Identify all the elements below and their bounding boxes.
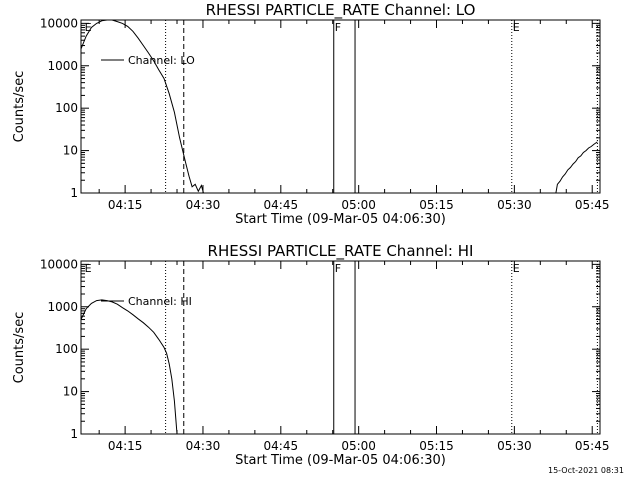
event-marker-label: E xyxy=(85,21,92,34)
series-line-segment-1 xyxy=(80,299,178,435)
x-tick-label: 05:00 xyxy=(341,198,376,212)
y-tick-label: 10 xyxy=(63,144,78,158)
y-axis-label: Counts/sec xyxy=(12,312,27,384)
x-tick-label: 04:15 xyxy=(108,198,143,212)
plot-frame xyxy=(80,260,601,435)
footer-timestamp: 15-Oct-2021 08:31 xyxy=(548,466,624,475)
y-tick-label: 10 xyxy=(63,385,78,399)
series-line-segment-2 xyxy=(555,141,598,194)
y-tick-label: 1000 xyxy=(47,300,78,314)
x-tick-label: 04:15 xyxy=(108,439,143,453)
x-tick-label: 04:45 xyxy=(264,439,299,453)
y-tick-label: 1 xyxy=(70,186,78,200)
chart-panel-2: RHESSI PARTICLE_RATE Channel: HI 1 10 100 10… xyxy=(12,242,610,468)
x-tick-label: 04:30 xyxy=(186,198,221,212)
y-tick-label: 100 xyxy=(55,342,78,356)
y-tick-label: 10000 xyxy=(40,16,78,30)
x-tick-label: 05:30 xyxy=(497,198,532,212)
y-tick-label: 1 xyxy=(70,427,78,441)
event-marker-label: E xyxy=(513,21,520,34)
x-tick-label: 05:30 xyxy=(497,439,532,453)
series-line-segment-1 xyxy=(80,19,204,194)
x-tick-label: 05:15 xyxy=(419,198,454,212)
x-axis-label: Start Time (09-Mar-05 04:06:30) xyxy=(235,212,446,227)
y-tick-label: 1000 xyxy=(47,59,78,73)
y-tick-label: 100 xyxy=(55,101,78,115)
event-marker-label: F xyxy=(335,262,341,275)
x-tick-label: 05:45 xyxy=(575,439,610,453)
x-tick-label: 04:45 xyxy=(264,198,299,212)
event-marker-label: F xyxy=(335,21,341,34)
plot-frame xyxy=(80,19,601,194)
legend-label: Channel: HI xyxy=(128,295,192,308)
chart-title: RHESSI PARTICLE_RATE Channel: HI xyxy=(208,242,474,261)
x-tick-label: 05:45 xyxy=(575,198,610,212)
chart-panel-1: RHESSI PARTICLE_RATE Channel: LO 1 10 100 10… xyxy=(12,1,610,227)
x-tick-label: 05:15 xyxy=(419,439,454,453)
chart-title: RHESSI PARTICLE_RATE Channel: LO xyxy=(206,1,476,20)
y-axis-label: Counts/sec xyxy=(12,71,27,143)
event-marker-label: E xyxy=(513,262,520,275)
event-marker-label: E xyxy=(85,262,92,275)
x-tick-label: 05:00 xyxy=(341,439,376,453)
x-tick-label: 04:30 xyxy=(186,439,221,453)
x-axis-label: Start Time (09-Mar-05 04:06:30) xyxy=(235,453,446,468)
y-tick-label: 10000 xyxy=(40,257,78,271)
legend-label: Channel: LO xyxy=(128,54,195,67)
